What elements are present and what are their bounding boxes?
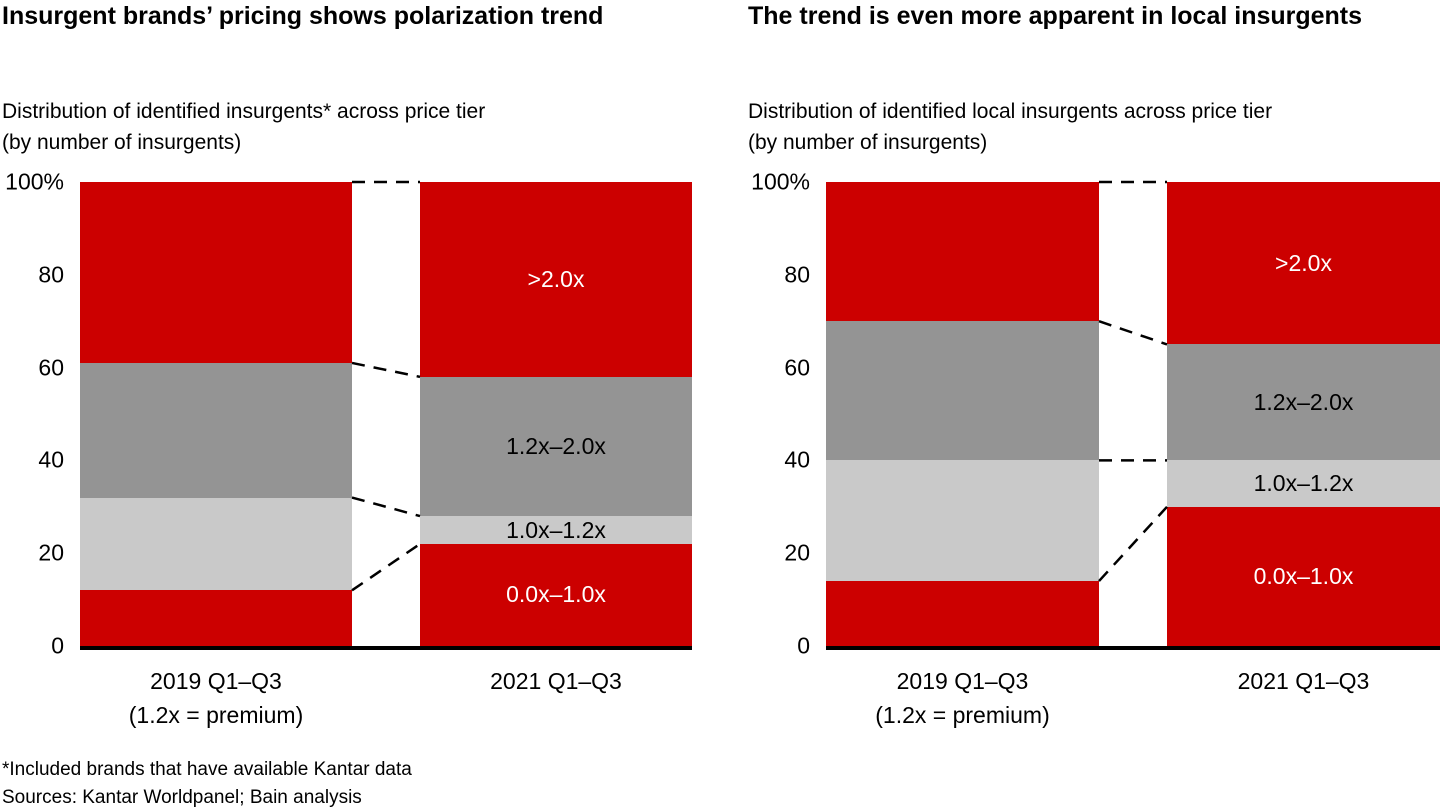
bar-segment: 0.0x–1.0x [1167, 506, 1440, 646]
footnote-asterisk: *Included brands that have available Kan… [2, 759, 412, 780]
bar-segment: >2.0x [420, 182, 692, 377]
connector-line [1098, 505, 1168, 582]
bar-segment: 1.0x–1.2x [420, 516, 692, 544]
stacked-bar: 0.0x–1.0x 1.0x–1.2x 1.2x–2.0x >2.0x [1167, 182, 1440, 646]
x-axis-line [826, 646, 1440, 650]
y-tick-label: 60 [38, 354, 64, 381]
connector-lines [1098, 180, 1168, 582]
segment-label: 1.0x–1.2x [506, 516, 606, 543]
y-tick-label: 100% [5, 168, 64, 195]
stacked-bar: 0.0x–1.0x 1.0x–1.2x 1.2x–2.0x >2.0x [420, 182, 692, 646]
y-axis: 0 20 40 60 80 100% [748, 170, 810, 657]
bar-segment [826, 182, 1099, 322]
bar-segment [826, 321, 1099, 461]
y-tick-label: 80 [38, 261, 64, 288]
connector-line [1098, 320, 1168, 346]
y-tick-label: 80 [784, 261, 810, 288]
footnote-sources: Sources: Kantar Worldpanel; Bain analysi… [2, 787, 362, 808]
bar-segment: 1.0x–1.2x [1167, 460, 1440, 507]
y-tick-label: 0 [797, 632, 810, 659]
segment-label: >2.0x [527, 265, 585, 292]
segment-label: 0.0x–1.0x [1253, 562, 1354, 589]
chart-local-insurgents: The trend is even more apparent in local… [748, 0, 1440, 760]
chart-insurgents: Insurgent brands’ pricing shows polariza… [2, 0, 692, 760]
bar-segment [80, 362, 352, 498]
chart-subtitle: Distribution of identified insurgents* a… [2, 100, 486, 154]
bar-segment [826, 581, 1099, 646]
connector-line [351, 361, 421, 379]
bar-segment [826, 460, 1099, 582]
segment-label: 1.2x–2.0x [506, 433, 606, 459]
bar-segment [80, 182, 352, 363]
x-axis-label: 2019 Q1–Q3 (1.2x = premium) [128, 668, 304, 728]
y-tick-label: 20 [784, 539, 810, 566]
segment-label: 1.2x–2.0x [1253, 388, 1354, 415]
bar-segment: 1.2x–2.0x [1167, 344, 1440, 461]
chart-title: Insurgent brands’ pricing shows polariza… [2, 2, 604, 30]
y-tick-label: 40 [784, 446, 810, 473]
y-tick-label: 20 [38, 539, 64, 566]
y-tick-label: 60 [784, 354, 810, 381]
plot-area: 2019 Q1–Q3 (1.2x = premium) 0.0x–1.0x 1.0x… [826, 180, 1440, 728]
connector-line [351, 542, 421, 592]
y-tick-label: 40 [38, 446, 64, 473]
x-axis-label: 2021 Q1–Q3 [1237, 668, 1370, 694]
x-axis-label: 2019 Q1–Q3 (1.2x = premium) [875, 668, 1050, 728]
connector-lines [351, 180, 421, 592]
y-tick-label: 100% [751, 168, 810, 195]
plot-area: 2019 Q1–Q3 (1.2x = premium) 0.0x–1.0x 1.0x… [80, 180, 692, 728]
bar-segment [80, 590, 352, 646]
bar-segment [80, 497, 352, 591]
connector-line [351, 496, 421, 518]
segment-label: 1.0x–1.2x [1253, 470, 1354, 497]
stacked-bar [826, 182, 1099, 646]
y-tick-label: 0 [51, 632, 64, 659]
bar-segment: 1.2x–2.0x [420, 376, 692, 517]
x-axis-line [80, 646, 692, 650]
chart-title: The trend is even more apparent in local… [748, 2, 1363, 30]
chart-subtitle: Distribution of identified local insurge… [748, 100, 1273, 154]
x-axis-label: 2021 Q1–Q3 [490, 668, 622, 694]
segment-label: >2.0x [1275, 249, 1332, 276]
stacked-bar [80, 182, 352, 646]
bar-segment: >2.0x [1167, 182, 1440, 345]
y-axis: 0 20 40 60 80 100% [2, 170, 64, 657]
footnotes: *Included brands that have available Kan… [2, 756, 412, 810]
segment-label: 0.0x–1.0x [506, 581, 606, 608]
bar-segment: 0.0x–1.0x [420, 543, 692, 646]
